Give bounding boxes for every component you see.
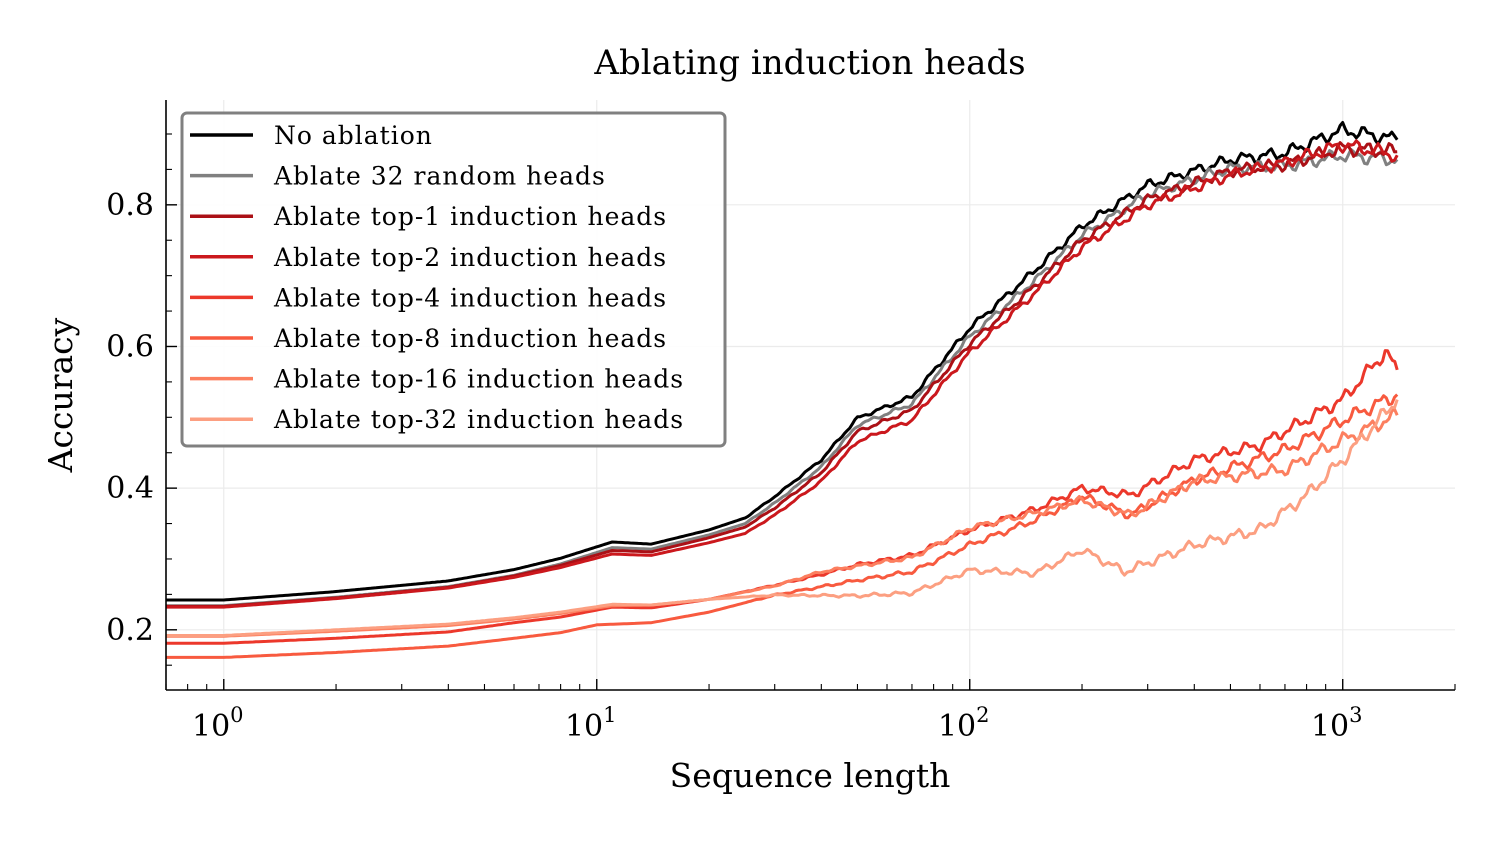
x-axis-label: Sequence length bbox=[670, 756, 951, 795]
legend-label: Ablate 32 random heads bbox=[273, 162, 606, 191]
x-tick-label: 103 bbox=[1311, 703, 1363, 744]
series-line-7 bbox=[166, 399, 1399, 637]
x-tick-label: 101 bbox=[565, 703, 617, 744]
chart-title: Ablating induction heads bbox=[593, 43, 1025, 83]
x-tick-exponent: 2 bbox=[976, 703, 989, 727]
legend: No ablation Ablate 32 random heads Ablate … bbox=[180, 111, 727, 448]
legend-label: Ablate top-16 induction heads bbox=[273, 365, 684, 394]
legend-label: Ablate top-1 induction heads bbox=[273, 202, 667, 231]
series-lines bbox=[166, 121, 1399, 659]
legend-box bbox=[180, 111, 727, 448]
x-tick-label: 100 bbox=[192, 703, 244, 744]
series-line-0 bbox=[166, 121, 1399, 602]
x-tick-exponent: 1 bbox=[603, 703, 616, 727]
y-tick-label: 0.6 bbox=[106, 329, 154, 364]
legend-label: Ablate top-32 induction heads bbox=[273, 405, 684, 434]
y-tick-label: 0.4 bbox=[106, 471, 154, 506]
x-tick-label: 102 bbox=[938, 703, 990, 744]
series-line-3 bbox=[166, 139, 1399, 609]
x-tick-exponent: 3 bbox=[1349, 703, 1362, 727]
y-tick-label: 0.2 bbox=[106, 613, 154, 648]
y-tick-label: 0.8 bbox=[106, 188, 154, 223]
legend-label: Ablate top-2 induction heads bbox=[273, 243, 667, 272]
x-tick-exponent: 0 bbox=[230, 703, 243, 727]
legend-label: No ablation bbox=[274, 121, 433, 150]
y-axis-label: Accuracy bbox=[41, 317, 80, 473]
legend-label: Ablate top-8 induction heads bbox=[273, 324, 667, 353]
legend-label: Ablate top-4 induction heads bbox=[273, 283, 667, 312]
